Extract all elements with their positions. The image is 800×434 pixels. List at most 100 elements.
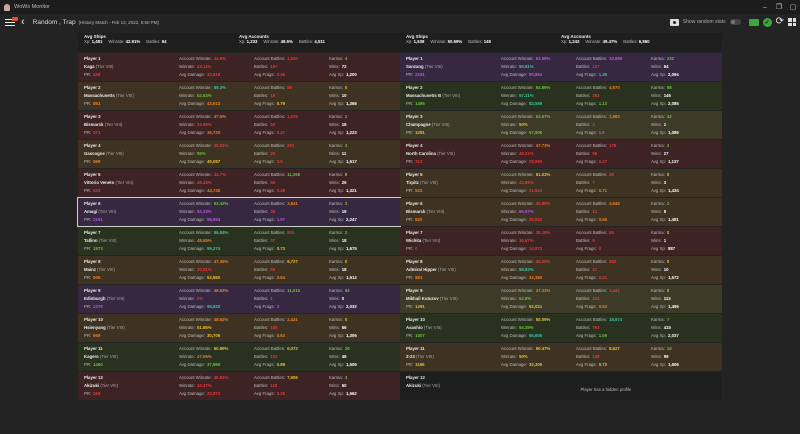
player-info: Player 9 Mikhail Kutuzov (Tier VIII) PR:… [406,287,501,311]
player-info: Player 11 Z-23 (Tier VIII) PR: 1186 [406,345,501,369]
player-row[interactable]: Player 4 Gascogne (Tier VIII) PR: 869 Acc… [78,140,400,168]
stats-col-3: Karma: 0 Wins: 113 Avg Xp: 1,495 [651,288,679,309]
camera-icon[interactable] [669,18,679,26]
menu-icon[interactable] [5,16,18,27]
ship-name: Mikhail Kutuzov (Tier VIII) [406,296,458,301]
qr-grid-icon[interactable] [788,18,796,26]
stats-col-1: Account Winrate: 48.63% Winrate: 0% Avg Dama… [179,288,229,309]
stats-col-3: Karma: 4 Wins: 27 Avg Xp: 1,137 [651,143,679,164]
player-row[interactable]: Player 2 Massachusetts B (Tier VIII) PR:… [400,82,722,110]
player-info: Player 1 Kaga (Tier VIII) PR: 468 [84,55,179,79]
player-info: Player 11 Kagero (Tier VIII) PR: 1460 [84,345,179,369]
close-button[interactable]: ▢ [789,4,797,11]
player-row[interactable]: Player 1 Sanzang (Tier VIII) PR: 2191 Acc… [400,53,722,81]
player-row[interactable]: Player 5 Vittorio Veneto (Tier VIII) PR:… [78,169,400,197]
player-row[interactable]: Player 12 Akizuki (Tier VIII) Player has… [400,372,722,400]
player-row[interactable]: Player 9 Mikhail Kutuzov (Tier VIII) PR:… [400,285,722,313]
stats-col-3: Karma: 94 Wins: 0 Avg Xp: 2,032 [329,288,357,309]
match-title: Random , Trap [32,18,76,26]
stats-col-1: Account Winrate: 56.84% Winrate: 48.65% Avg … [179,230,229,251]
player-info: Player 3 Bismarck (Tier VIII) PR: 571 [84,113,179,137]
player-name: Player 8 [406,259,423,264]
player-name: Player 4 [406,143,423,148]
refresh-icon[interactable]: ⟳ [775,16,784,27]
back-icon[interactable]: ‹ [21,16,25,28]
avg-ships: Avg Ships Xp: 1,481 Winrate: 42.91% Battle… [84,34,167,44]
player-name: Player 7 [406,230,423,235]
stats-col-2: Account Battles: 562 Battles: 17 Avg Frags: 0… [576,259,617,280]
ship-name: Bismarck (Tier VIII) [84,122,123,127]
check-icon[interactable]: ✓ [762,17,772,27]
stats-col-3: Karma: 2 Wins: 18 Avg Xp: 1,675 [329,230,357,251]
player-name: Player 7 [84,230,101,235]
player-row[interactable]: Player 8 Admiral Hipper (Tier VIII) PR: 8… [400,256,722,284]
stats-col-3: Karma: 0 Wins: 26 Avg Xp: 1,321 [329,172,357,193]
player-row[interactable]: Player 2 Massachusetts (Tier VIII) PR: 86… [78,82,400,110]
player-info: Player 12 Akizuki (Tier VIII) PR: 369 [84,374,179,398]
ship-name: Sanzang (Tier VIII) [406,64,443,69]
team-averages: Avg Ships Xp: 1,481 Winrate: 42.91% Battle… [78,33,400,52]
stats-col-1: Account Winrate: 40.88% Winrate: 66.67% Avg … [501,201,551,222]
minimize-button[interactable]: – [763,3,767,11]
stats-col-2: Account Battles: 18,674 Battles: 763 Avg Fra… [576,317,623,338]
stats-col-3: Karma: 0 Wins: 1 Avg Xp: 887 [651,230,676,251]
show-random-stats-toggle[interactable] [729,19,741,25]
player-row[interactable]: Player 7 Wichita (Tier VIII) PR: 0 Accoun… [400,227,722,255]
stats-col-2: Account Battles: 691 Battles: 20 Avg Frags: 0… [254,143,295,164]
ship-name: Tallinn (Tier VIII) [84,238,117,243]
player-row[interactable]: Player 4 North Carolina (Tier VIII) PR: 3… [400,140,722,168]
ship-name: Z-23 (Tier VIII) [406,354,434,359]
stats-col-1: Account Winrate: 38.18% Winrate: 16.67% Avg … [501,230,551,251]
folder-icon[interactable] [748,18,759,26]
maximize-button[interactable]: ❐ [775,4,783,11]
player-row[interactable]: Player 8 Mainz (Tier VIII) PR: 906 Accoun… [78,256,400,284]
player-info: Player 9 Edinburgh (Tier VIII) PR: 2379 [84,287,179,311]
player-name: Player 3 [406,114,423,119]
player-name: Player 8 [84,259,101,264]
player-row[interactable]: Player 6 Bismarck (Tier VIII) PR: 820 Acc… [400,198,722,226]
ship-name: Vittorio Veneto (Tier VIII) [84,180,134,185]
player-row[interactable]: Player 7 Tallinn (Tier VIII) PR: 1573 Acc… [78,227,400,255]
player-info: Player 5 Tirpitz (Tier VIII) PR: 522 [406,171,501,195]
ship-name: North Carolina (Tier VIII) [406,151,455,156]
stats-col-1: Account Winrate: 44.9% Winrate: 43.11% Avg D… [179,56,226,77]
player-row[interactable]: Player 11 Kagero (Tier VIII) PR: 1460 Acc… [78,343,400,371]
stats-col-3: Karma: 42 Wins: 1 Avg Xp: 1,089 [651,114,679,135]
stats-col-2: Account Battles: 11,368 Battles: 56 Avg Frag… [254,172,300,193]
app-icon [4,3,10,11]
player-info: Player 8 Admiral Hipper (Tier VIII) PR: 8… [406,258,501,282]
team-right: Avg Ships Xp: 1,538 Winrate: 50.69% Battle… [400,33,722,400]
ship-name: Asashio (Tier VIII) [406,325,442,330]
player-info: Player 1 Sanzang (Tier VIII) PR: 2191 [406,55,501,79]
stats-col-2: Account Battles: 6,727 Battles: 59 Avg Frags… [254,259,298,280]
ship-name: Admiral Hipper (Tier VIII) [406,267,456,272]
stats-col-2: Account Battles: 2,983 Battles: 2 Avg Frags:… [576,114,620,135]
stats-col-1: Account Winrate: 54.89% Winrate: 57.31% Avg … [501,85,551,106]
stats-col-2: Account Battles: 11,015 Battles: 1 Avg Frags… [254,288,300,309]
teams-container: Avg Ships Xp: 1,481 Winrate: 42.91% Battle… [77,33,722,400]
stats-col-1: Account Winrate: 59.3% Winrate: 52.63% Avg D… [179,85,226,106]
player-info: Player 10 Hsienyang (Tier VIII) PR: 959 [84,316,179,340]
stats-col-3: Karma: 0 Wins: 56 Avg Xp: 1,306 [329,317,357,338]
player-row[interactable]: Player 5 Tirpitz (Tier VIII) PR: 522 Acco… [400,169,722,197]
player-row[interactable]: Player 6 Amagi (Tier VIII) PR: 2161 Accou… [77,197,401,227]
player-row[interactable]: Player 3 Bismarck (Tier VIII) PR: 571 Acc… [78,111,400,139]
player-name: Player 3 [84,114,101,119]
player-row[interactable]: Player 11 Z-23 (Tier VIII) PR: 1186 Accou… [400,343,722,371]
player-row[interactable]: Player 3 Champagne (Tier VIII) PR: 1281 A… [400,111,722,139]
stats-col-2: Account Battles: 804 Battles: 37 Avg Frags: 0… [254,230,295,251]
stats-col-3: Karma: 15 Wins: 99 Avg Xp: 1,606 [651,346,679,367]
ship-name: Wichita (Tier VIII) [406,238,441,243]
player-row[interactable]: Player 9 Edinburgh (Tier VIII) PR: 2379 A… [78,285,400,313]
team-left: Avg Ships Xp: 1,481 Winrate: 42.91% Battle… [77,33,401,400]
player-info: Player 12 Akizuki (Tier VIII) [406,374,501,398]
match-subtitle: (History Match - Feb 13, 2022, 5:50 PM) [78,19,159,25]
player-row[interactable]: Player 1 Kaga (Tier VIII) PR: 468 Account… [78,53,400,81]
player-row[interactable]: Player 12 Akizuki (Tier VIII) PR: 369 Acc… [78,372,400,400]
notification-badge [12,16,18,21]
avg-accounts: Avg Accounts Xp: 1,233 Winrate: 49.5% Batt… [239,34,325,44]
player-name: Player 6 [406,201,423,206]
player-row[interactable]: Player 10 Asashio (Tier VIII) PR: 1507 Ac… [400,314,722,342]
ship-name: Champagne (Tier VIII) [406,122,450,127]
player-row[interactable]: Player 10 Hsienyang (Tier VIII) PR: 959 A… [78,314,400,342]
